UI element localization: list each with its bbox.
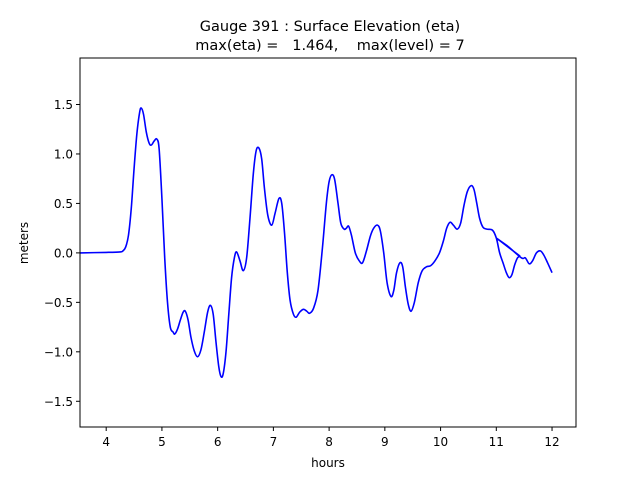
- chart-title: Gauge 391 : Surface Elevation (eta): [200, 19, 460, 35]
- y-tick-label: 0.0: [54, 246, 73, 260]
- series-layer: [79, 107, 553, 379]
- y-tick-label: −1.0: [44, 345, 73, 359]
- x-tick-label: 4: [102, 435, 110, 449]
- x-axis-label: hours: [311, 456, 345, 470]
- y-tick-label: 0.5: [54, 197, 73, 211]
- x-tick-label: 11: [489, 435, 504, 449]
- x-tick-label: 12: [544, 435, 559, 449]
- x-tick-label: 7: [270, 435, 278, 449]
- x-tick-label: 6: [214, 435, 222, 449]
- y-tick-label: −1.5: [44, 395, 73, 409]
- x-tick-label: 8: [325, 435, 333, 449]
- series-line-eta: [79, 107, 553, 379]
- y-tick-label: 1.0: [54, 147, 73, 161]
- x-axis-ticks: 4 5 6 7 8 9 10 11 12: [102, 427, 560, 449]
- y-axis-ticks: −1.5 −1.0 −0.5 0.0 0.5 1.0 1.5: [44, 98, 80, 409]
- x-tick-label: 9: [381, 435, 389, 449]
- x-tick-label: 10: [433, 435, 448, 449]
- y-tick-label: −0.5: [44, 296, 73, 310]
- y-axis-label: meters: [17, 222, 31, 264]
- plot-frame: [79, 57, 577, 428]
- chart-subtitle: max(eta) = 1.464, max(level) = 7: [195, 38, 465, 54]
- y-tick-label: 1.5: [54, 98, 73, 112]
- x-tick-label: 5: [158, 435, 166, 449]
